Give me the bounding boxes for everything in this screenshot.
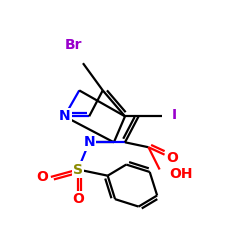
Text: OH: OH [170,168,193,181]
Text: O: O [166,151,178,166]
Text: N: N [58,109,70,123]
Text: S: S [73,162,83,176]
Text: N: N [83,135,95,149]
Text: O: O [72,192,84,206]
Text: O: O [36,170,48,184]
Text: I: I [172,108,177,122]
Text: Br: Br [64,38,82,52]
